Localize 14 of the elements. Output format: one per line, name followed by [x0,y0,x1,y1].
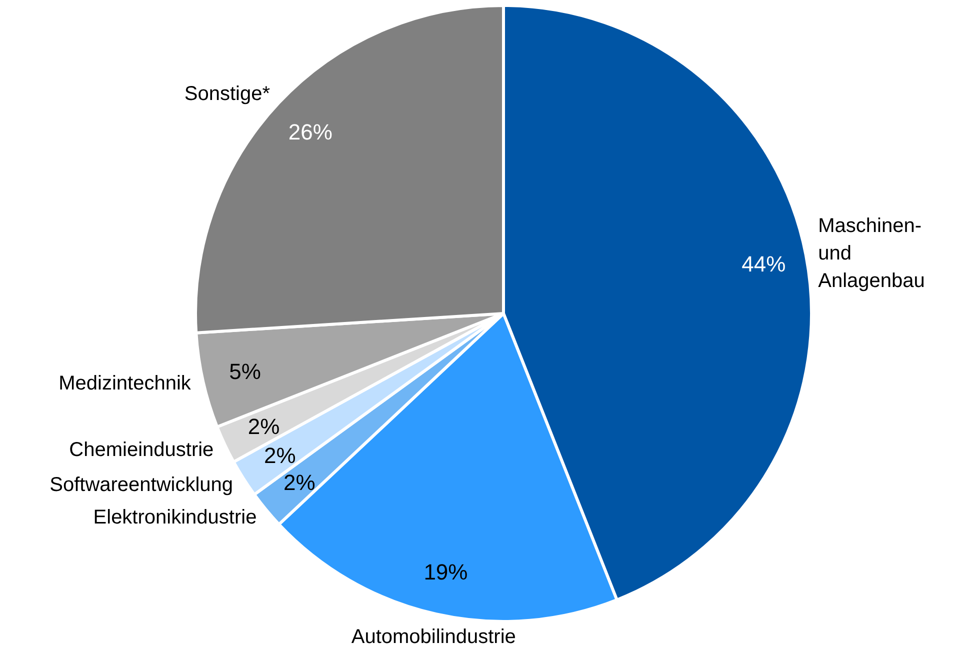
slice-label: Chemieindustrie [69,438,214,461]
slice-label: Softwareentwicklung [50,474,234,496]
slice-label: Medizintechnik [58,372,192,394]
data-label: 2% [248,414,280,439]
slice-label: Elektronikindustrie [93,506,257,529]
data-label: 2% [284,470,316,495]
slice-label: Automobilindustrie [351,626,516,648]
slice-label: Sonstige* [184,83,270,106]
data-label: 19% [424,560,468,584]
data-label: 44% [742,251,786,276]
data-label: 26% [288,120,332,145]
slice-label: Maschinen- und Anlagenbau [818,214,925,292]
data-label: 5% [229,358,261,384]
data-label: 2% [264,442,296,468]
